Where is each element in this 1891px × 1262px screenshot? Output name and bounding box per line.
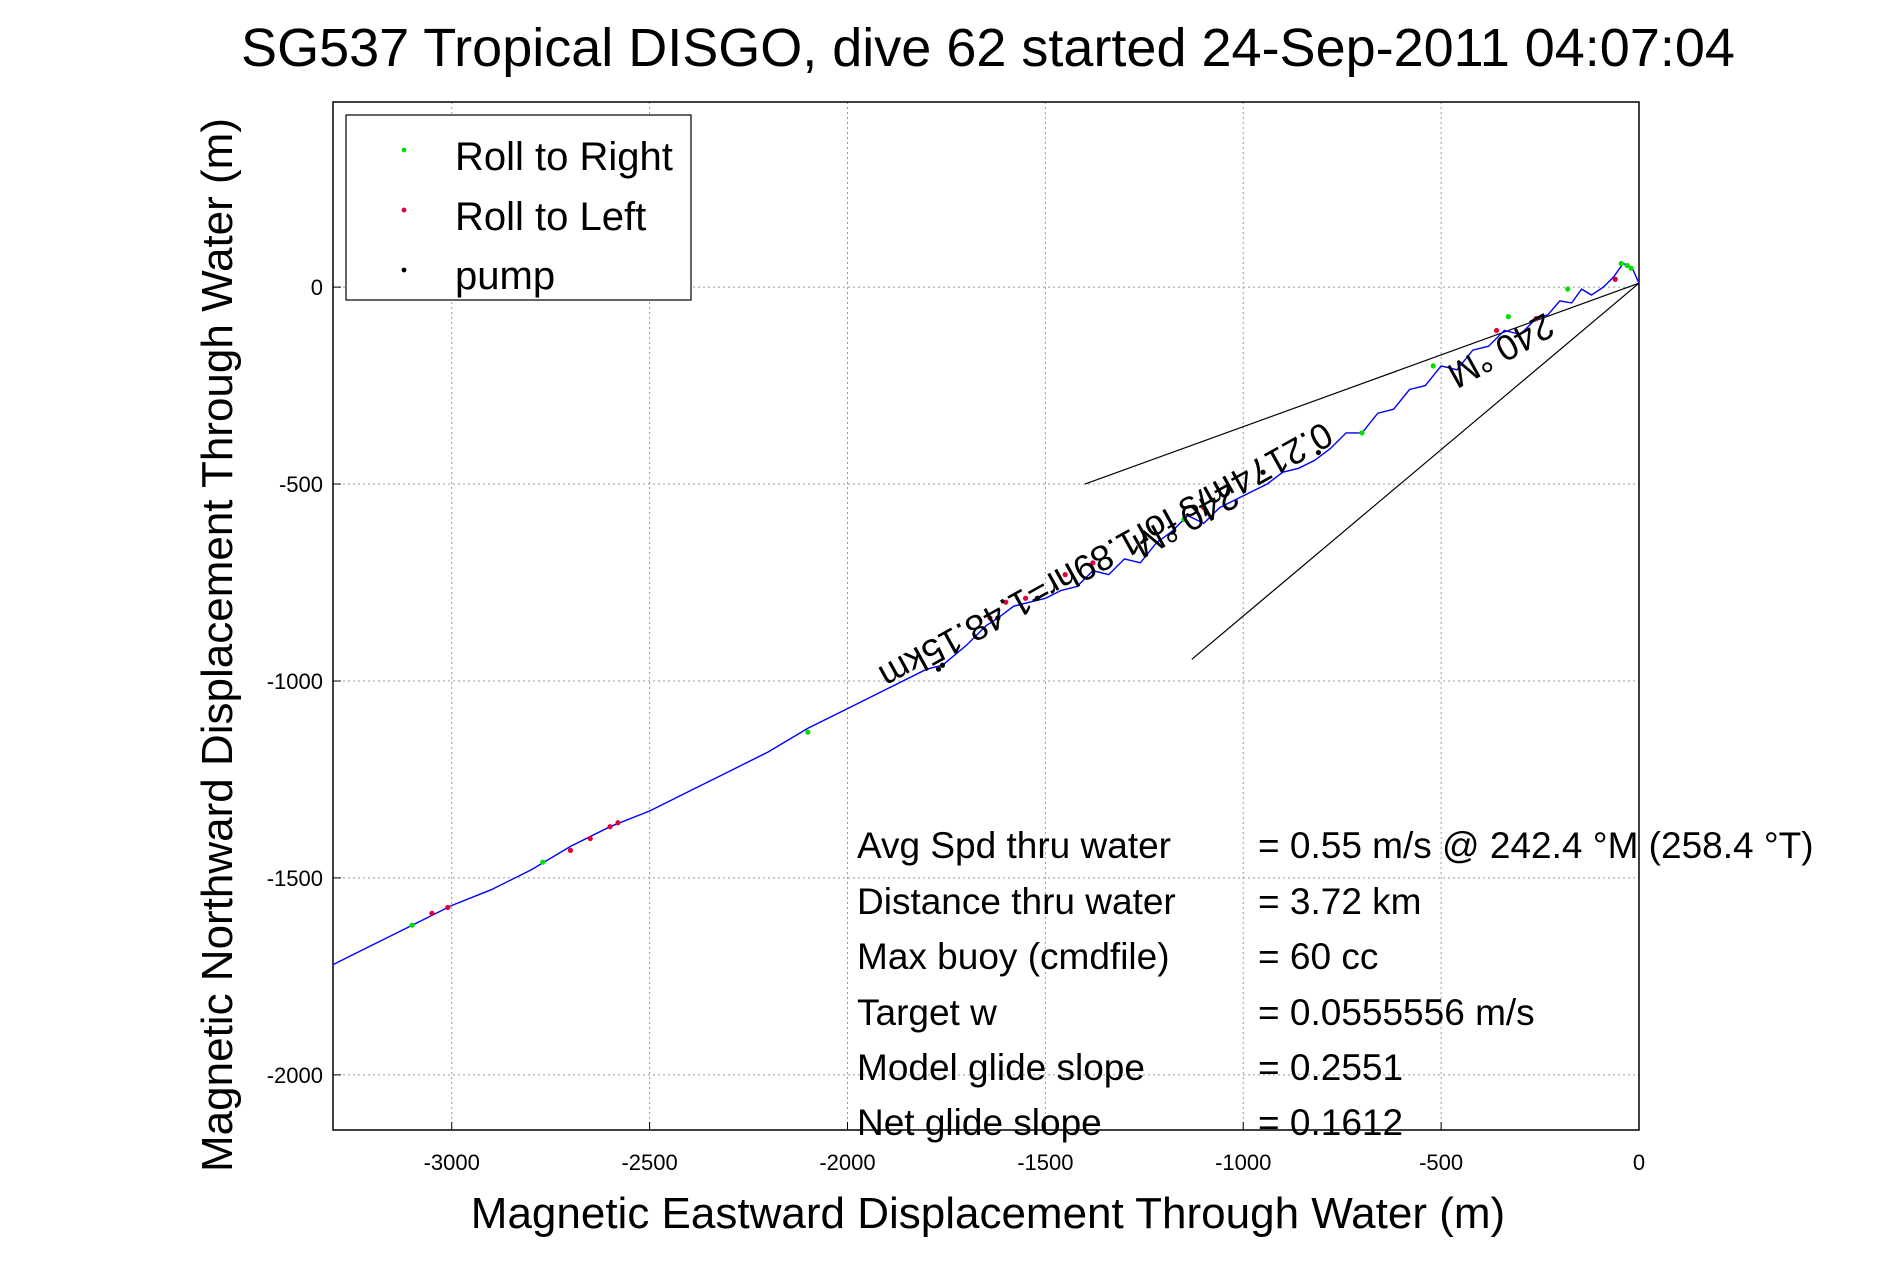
- x-tick-label: 0: [1633, 1150, 1645, 1175]
- plot-area-frame: [332, 101, 1640, 1131]
- roll-left-point: [1201, 505, 1207, 511]
- roll-left-point: [567, 847, 574, 853]
- roll-left-point: [1612, 276, 1618, 282]
- roll-left-point: [1493, 327, 1500, 334]
- chart-title: SG537 Tropical DISGO, dive 62 started 24…: [241, 18, 1735, 78]
- roll-right-point: [1359, 430, 1365, 436]
- roll-left-point: [1533, 316, 1539, 322]
- stat-label-net-glide: Net glide slope: [857, 1102, 1102, 1143]
- roll-right-point: [1624, 262, 1630, 269]
- roll-right-point: [1430, 363, 1436, 369]
- stat-value-avg-speed: = 0.55 m/s @ 242.4 °M (258.4 °T): [1258, 825, 1814, 866]
- legend-marker-pump: [401, 267, 407, 273]
- stat-value-max-buoy: = 60 cc: [1258, 936, 1378, 977]
- pump-point: [1260, 469, 1266, 475]
- roll-right-point: [1565, 286, 1571, 292]
- roll-left-point: [587, 835, 593, 842]
- current-leader-lines: [1084, 282, 1640, 660]
- x-axis-label: Magnetic Eastward Displacement Through W…: [471, 1189, 1505, 1238]
- pump-point: [995, 615, 1001, 621]
- legend-marker-roll-left: [401, 207, 407, 213]
- pump-point: [1034, 595, 1041, 601]
- current-label-speed: 0.2174m/s for1.89hr=1.48.15km: [873, 414, 1340, 698]
- stat-value-distance: = 3.72 km: [1258, 881, 1422, 922]
- stat-value-model-glide: = 0.2551: [1258, 1047, 1403, 1088]
- track-line: [332, 262, 1640, 966]
- roll-left-point: [1062, 572, 1068, 578]
- legend-marker-roll-right: [401, 147, 407, 153]
- leader-line: [1084, 282, 1640, 485]
- roll-right-point: [409, 922, 415, 928]
- pump-point: [939, 662, 946, 668]
- track-markers: [409, 260, 1634, 928]
- stat-value-target-w: = 0.0555556 m/s: [1258, 992, 1535, 1033]
- legend-label-roll-right: Roll to Right: [455, 135, 673, 179]
- legend-label-roll-left: Roll to Left: [455, 195, 646, 239]
- y-tick-label: -1000: [267, 669, 323, 694]
- legend: Roll to Right Roll to Left pump: [345, 114, 692, 301]
- stat-label-max-buoy: Max buoy (cmdfile): [857, 936, 1170, 977]
- x-tick-label: -500: [1419, 1150, 1463, 1175]
- roll-left-point: [445, 904, 451, 911]
- roll-right-point: [1618, 260, 1624, 267]
- y-tick-label: -1500: [267, 866, 323, 891]
- roll-right-point: [1628, 265, 1634, 271]
- y-tick-label: -2000: [267, 1063, 323, 1088]
- roll-right-point: [1505, 314, 1511, 320]
- roll-right-point: [805, 729, 811, 735]
- legend-label-pump: pump: [455, 254, 555, 298]
- roll-left-point: [607, 824, 613, 830]
- roll-left-point: [987, 615, 993, 621]
- roll-left-point: [1003, 599, 1009, 605]
- stat-label-distance: Distance thru water: [857, 881, 1176, 922]
- x-tick-label: -2500: [621, 1150, 677, 1175]
- roll-right-point: [540, 859, 546, 865]
- roll-left-point: [1022, 595, 1029, 601]
- pump-point: [1315, 449, 1322, 456]
- stat-value-net-glide: = 0.1612: [1258, 1102, 1403, 1143]
- roll-left-point: [1090, 560, 1096, 566]
- roll-left-point: [615, 820, 621, 826]
- stat-label-model-glide: Model glide slope: [857, 1047, 1145, 1088]
- x-ticks: -3000 -2500 -2000 -1500 -1000 -500 0: [424, 1122, 1645, 1175]
- stat-label-target-w: Target w: [857, 992, 997, 1033]
- x-tick-label: -3000: [424, 1150, 480, 1175]
- x-tick-label: -2000: [819, 1150, 875, 1175]
- y-ticks: 0 -500 -1000 -1500 -2000: [267, 275, 341, 1088]
- y-tick-label: 0: [311, 275, 323, 300]
- leader-line: [1191, 282, 1640, 660]
- y-axis-label: Magnetic Northward Displacement Through …: [193, 118, 242, 1172]
- stat-label-avg-speed: Avg Spd thru water: [857, 825, 1171, 866]
- pump-point: [935, 666, 942, 672]
- roll-right-point: [1181, 516, 1187, 523]
- current-label-heading-1: 240 °M: [1441, 305, 1561, 396]
- stats-block: Avg Spd thru water Distance thru water M…: [857, 825, 1814, 1143]
- roll-left-point: [429, 910, 435, 916]
- y-tick-label: -500: [279, 472, 323, 497]
- x-tick-label: -1500: [1017, 1150, 1073, 1175]
- x-tick-label: -1000: [1215, 1150, 1271, 1175]
